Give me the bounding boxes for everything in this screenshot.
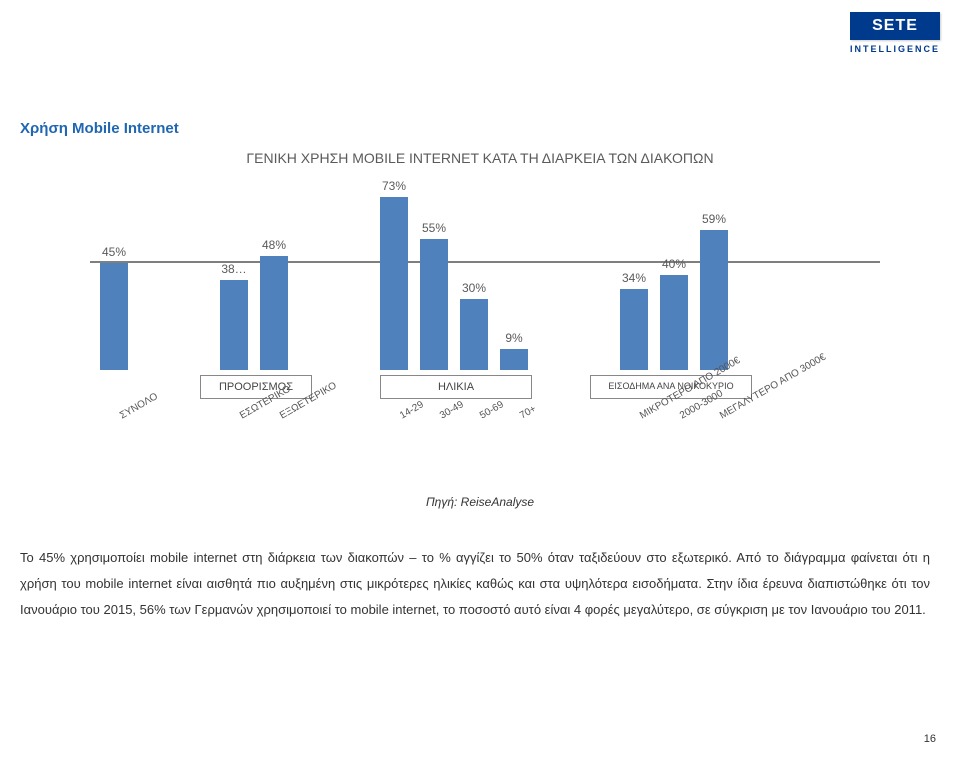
chart-bar-label: 38…: [214, 262, 254, 276]
chart-bar-label: 48%: [254, 238, 294, 252]
chart-bar: [500, 349, 528, 370]
chart-x-tick: 14-29: [398, 399, 426, 421]
chart-bar: [420, 239, 448, 370]
chart-bar-label: 30%: [454, 281, 494, 295]
chart-bar-label: 59%: [694, 212, 734, 226]
chart-title: ΓΕΝΙΚΗ ΧΡΗΣΗ MOBILE INTERNET ΚΑΤΑ ΤΗ ΔΙΑ…: [0, 150, 960, 166]
chart-bar: [380, 197, 408, 370]
chart-x-tick: 30-49: [438, 399, 466, 421]
chart-bar-label: 73%: [374, 179, 414, 193]
chart-bar-label: 40%: [654, 257, 694, 271]
chart-bar: [220, 280, 248, 370]
brand-logo-box: SETE: [850, 12, 940, 40]
chart-bar-label: 55%: [414, 221, 454, 235]
brand-logo-subtitle: INTELLIGENCE: [850, 44, 940, 54]
section-title: Χρήση Mobile Internet: [20, 120, 179, 137]
chart-bar-label: 45%: [94, 245, 134, 259]
chart-plot-area: 45% 38…48% 73% 55% 30% 9% 34%40% 59%: [90, 180, 880, 370]
bar-chart: 45% 38…48% 73% 55% 30% 9% 34%40% 59% ΠΡΟΟΡΙΣΜΟΣ…: [90, 180, 880, 440]
chart-bar: [620, 289, 648, 370]
chart-x-tick: ΣΥΝΟΛΟ: [118, 391, 160, 421]
chart-bar: [660, 275, 688, 370]
chart-x-tick: 50-69: [478, 399, 506, 421]
chart-x-tick: 70+: [518, 404, 538, 422]
chart-group-label: ΗΛΙΚΙΑ: [380, 375, 532, 399]
chart-bar: [460, 299, 488, 370]
chart-group-label: ΠΡΟΟΡΙΣΜΟΣ: [200, 375, 312, 399]
chart-bar: [260, 256, 288, 370]
chart-bar: [100, 263, 128, 370]
chart-bar-label: 34%: [614, 271, 654, 285]
brand-logo: SETE INTELLIGENCE: [850, 12, 940, 54]
chart-bar: [700, 230, 728, 370]
body-paragraph: Το 45% χρησιμοποίει mobile internet στη …: [20, 545, 930, 623]
chart-reference-line: [90, 261, 880, 263]
page-number: 16: [924, 733, 936, 745]
chart-bar-label: 9%: [494, 331, 534, 345]
chart-source: Πηγή: ReiseAnalyse: [0, 495, 960, 509]
